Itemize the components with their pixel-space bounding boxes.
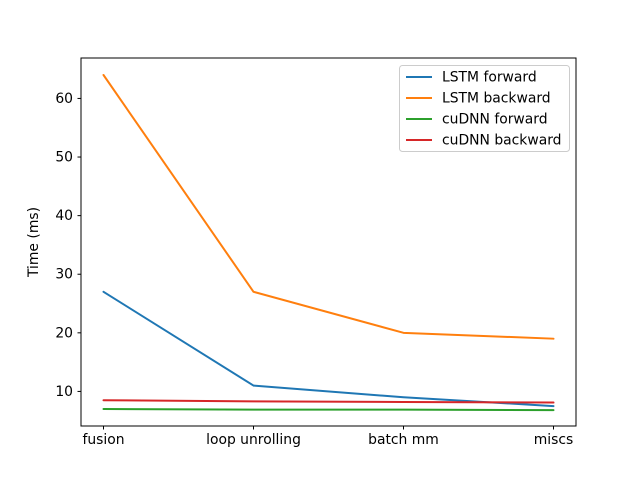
y-axis: 10 20 30 40 50 60: [55, 91, 81, 400]
plot-area: 10 20 30 40 50 60 fusion loop unrolling batch m…: [26, 57, 577, 448]
series-line-cudnn-backward: [102, 399, 555, 404]
y-tick-label: 30: [55, 267, 73, 283]
series-lines: [102, 73, 555, 412]
y-tick-label: 10: [55, 384, 73, 400]
x-tick-label: fusion: [82, 432, 124, 448]
axes-frame: [80, 57, 577, 427]
legend-item-cudnn-backward: cuDNN backward: [406, 133, 562, 149]
series-line-lstm-backward: [102, 73, 555, 340]
legend-box: [399, 65, 570, 152]
series-line-cudnn-forward: [102, 408, 555, 412]
axes-frame-group: [80, 57, 577, 427]
y-tick-label: 60: [55, 91, 73, 107]
x-tick-label: batch mm: [368, 432, 439, 448]
legend-label: LSTM forward: [442, 70, 537, 86]
x-tick-label: miscs: [534, 432, 574, 448]
legend-label: cuDNN backward: [442, 133, 562, 149]
legend-item-lstm-forward: LSTM forward: [406, 70, 537, 86]
series-line-lstm-forward: [102, 290, 555, 408]
legend-item-lstm-backward: LSTM backward: [406, 91, 551, 107]
legend-label: LSTM backward: [442, 91, 551, 107]
legend-label: cuDNN forward: [442, 112, 548, 128]
legend: LSTM forward LSTM backward cuDNN forward cu…: [399, 65, 570, 152]
y-tick-label: 20: [55, 325, 73, 341]
legend-item-cudnn-forward: cuDNN forward: [406, 112, 548, 128]
y-axis-label: Time (ms): [26, 207, 42, 278]
y-tick-label: 40: [55, 208, 73, 224]
x-axis: fusion loop unrolling batch mm miscs: [82, 426, 573, 448]
y-tick-label: 50: [55, 150, 73, 166]
x-tick-label: loop unrolling: [206, 432, 301, 448]
